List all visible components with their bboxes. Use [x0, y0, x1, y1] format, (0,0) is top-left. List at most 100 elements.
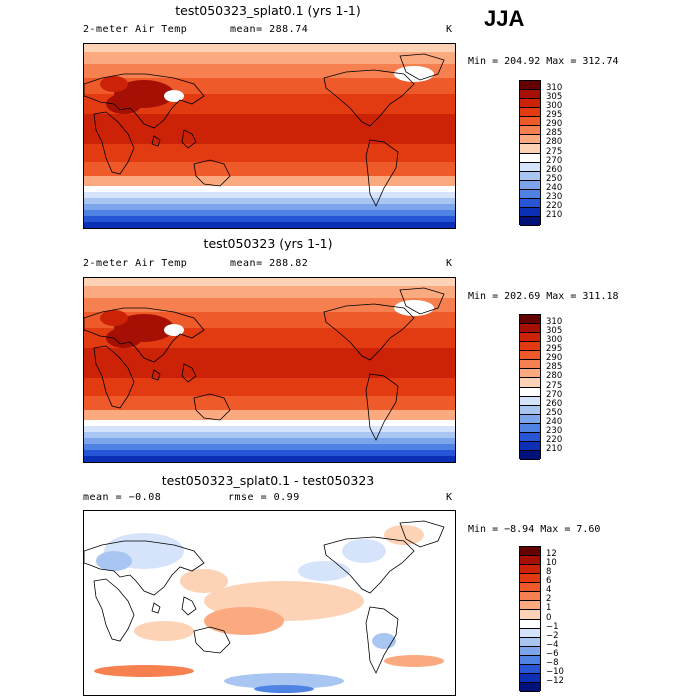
- colorbar-tick-label: 260: [546, 398, 563, 409]
- colorbar-tick-label: 2: [546, 594, 552, 605]
- panel-1-colorbar: [519, 80, 541, 226]
- colorbar-tick-label: 240: [546, 416, 563, 427]
- colorbar-swatch: [520, 619, 540, 629]
- colorbar-tick-label: −12: [546, 675, 564, 686]
- temperature-band: [84, 44, 455, 52]
- difference-region: [224, 673, 344, 689]
- colorbar-swatch: [520, 342, 540, 352]
- temperature-band: [84, 64, 455, 78]
- temperature-anomaly-region: [164, 90, 184, 102]
- colorbar-tick-label: 4: [546, 585, 552, 596]
- colorbar-tick-label: 300: [546, 101, 563, 112]
- colorbar-swatch: [520, 315, 540, 325]
- temperature-band: [84, 216, 455, 222]
- colorbar-tick-label: 300: [546, 335, 563, 346]
- temperature-band: [84, 396, 455, 410]
- temperature-anomaly-region: [106, 94, 142, 114]
- coastline: [151, 602, 161, 614]
- coastline: [181, 363, 197, 383]
- temperature-band: [84, 444, 455, 450]
- colorbar-swatch: [520, 108, 540, 118]
- colorbar-swatch: [520, 360, 540, 370]
- panel-2-units-label: K: [446, 258, 453, 269]
- colorbar-swatch: [520, 81, 540, 91]
- panel-2-variable-label: 2-meter Air Temp: [83, 258, 188, 269]
- colorbar-swatch: [520, 153, 540, 163]
- coastline: [399, 287, 445, 315]
- temperature-band: [84, 312, 455, 328]
- difference-region: [254, 685, 314, 693]
- difference-region: [180, 569, 228, 593]
- panel-2-mean-label: mean= 288.82: [230, 258, 309, 269]
- colorbar-tick-label: 310: [546, 317, 563, 328]
- colorbar-swatch: [520, 655, 540, 665]
- colorbar-tick-label: 285: [546, 362, 563, 373]
- temperature-band: [84, 192, 455, 198]
- colorbar-tick-label: 310: [546, 83, 563, 94]
- temperature-band: [84, 52, 455, 64]
- colorbar-tick-label: 220: [546, 200, 563, 211]
- panel-2-map: [83, 277, 456, 463]
- panel-1-units-label: K: [446, 24, 453, 35]
- temperature-band: [84, 426, 455, 432]
- coastline: [399, 520, 445, 548]
- colorbar-tick-label: 280: [546, 137, 563, 148]
- colorbar-tick-label: 260: [546, 164, 563, 175]
- colorbar-tick-label: 285: [546, 128, 563, 139]
- colorbar-swatch: [520, 90, 540, 100]
- colorbar-swatch: [520, 216, 540, 226]
- colorbar-swatch: [520, 396, 540, 406]
- season-label: JJA: [484, 6, 525, 31]
- panel-3-units-label: K: [446, 492, 453, 503]
- coastline: [181, 596, 197, 616]
- temperature-band: [84, 198, 455, 204]
- colorbar-tick-label: −8: [546, 657, 559, 668]
- panel-1-title: test050323_splat0.1 (yrs 1-1): [175, 3, 361, 18]
- colorbar-swatch: [520, 378, 540, 388]
- colorbar-swatch: [520, 135, 540, 145]
- colorbar-tick-label: 250: [546, 173, 563, 184]
- colorbar-tick-label: 230: [546, 191, 563, 202]
- temperature-band: [84, 144, 455, 162]
- coastline: [193, 159, 231, 187]
- colorbar-swatch: [520, 432, 540, 442]
- colorbar-swatch: [520, 556, 540, 566]
- difference-region: [96, 551, 132, 571]
- colorbar-swatch: [520, 637, 540, 647]
- colorbar-swatch: [520, 414, 540, 424]
- colorbar-tick-label: 290: [546, 119, 563, 130]
- coastline: [399, 53, 445, 81]
- colorbar-swatch: [520, 441, 540, 451]
- colorbar-swatch: [520, 117, 540, 127]
- colorbar-swatch: [520, 387, 540, 397]
- difference-region: [298, 561, 350, 581]
- coastline: [93, 345, 135, 409]
- colorbar-tick-label: 220: [546, 434, 563, 445]
- temperature-band: [84, 348, 455, 378]
- difference-region: [342, 539, 386, 563]
- colorbar-swatch: [520, 610, 540, 620]
- colorbar-swatch: [520, 207, 540, 217]
- colorbar-swatch: [520, 333, 540, 343]
- colorbar-swatch: [520, 583, 540, 593]
- panel-1-map: [83, 43, 456, 229]
- panel-3-title: test050323_splat0.1 - test050323: [161, 473, 375, 488]
- panel-2-colorbar: [519, 314, 541, 460]
- colorbar-tick-label: 280: [546, 371, 563, 382]
- panel-3-minmax-label: Min = −8.94 Max = 7.60: [468, 524, 601, 535]
- temperature-band: [84, 222, 455, 228]
- coastline: [365, 373, 399, 441]
- colorbar-swatch: [520, 601, 540, 611]
- temperature-band: [84, 78, 455, 94]
- colorbar-swatch: [520, 450, 540, 460]
- colorbar-swatch: [520, 162, 540, 172]
- colorbar-swatch: [520, 673, 540, 683]
- colorbar-tick-label: −2: [546, 630, 559, 641]
- temperature-band: [84, 420, 455, 426]
- temperature-band: [84, 204, 455, 210]
- colorbar-swatch: [520, 99, 540, 109]
- temperature-band: [84, 186, 455, 192]
- colorbar-tick-label: 305: [546, 92, 563, 103]
- colorbar-swatch: [520, 171, 540, 181]
- colorbar-swatch: [520, 198, 540, 208]
